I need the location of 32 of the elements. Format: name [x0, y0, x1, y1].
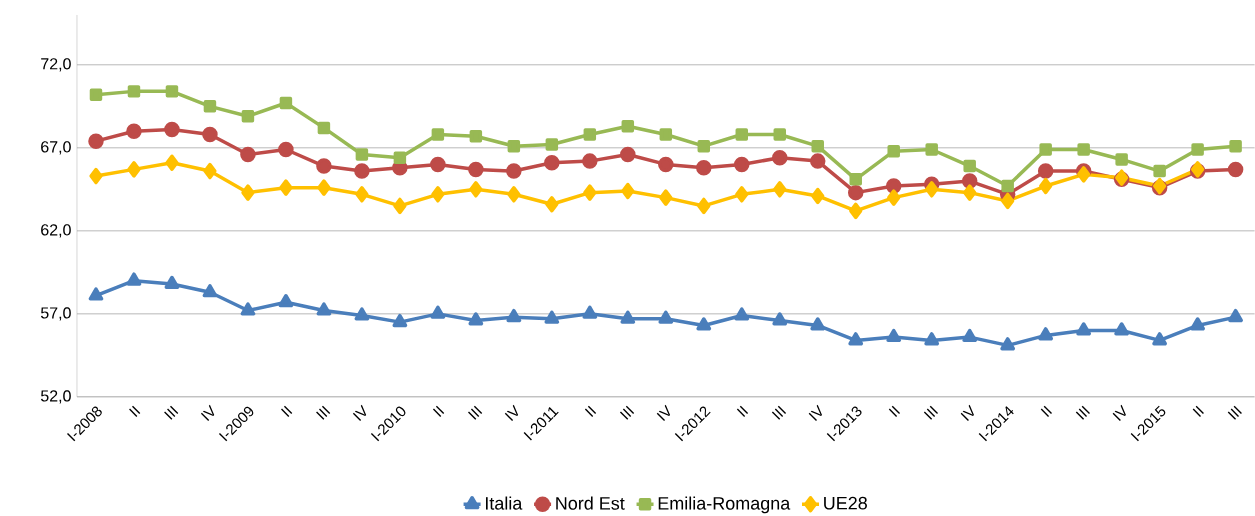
x-tick-label: III — [164, 405, 179, 420]
x-tick-label: II — [432, 405, 445, 417]
x-tick-label: IV — [656, 404, 671, 422]
y-tick-label: 57,0 — [40, 307, 71, 321]
y-tick-label: 67,0 — [41, 141, 71, 155]
x-tick-label: II — [1040, 405, 1052, 417]
x-tick-label: IV — [352, 404, 367, 422]
x-tick-label: IV — [200, 404, 215, 422]
x-tick-label: IV — [808, 404, 823, 422]
x-tick-label: II — [888, 405, 901, 417]
legend-label: UE28 — [824, 496, 867, 510]
x-tick-label: III — [468, 405, 483, 420]
y-tick-label: 72,0 — [41, 58, 71, 72]
x-tick-label: II — [1192, 405, 1204, 417]
legend-label: Italia — [485, 496, 523, 510]
x-tick-label: II — [584, 405, 597, 417]
x-tick-label: III — [619, 405, 635, 420]
x-tick-label: II — [129, 405, 141, 417]
x-tick-label: III — [316, 405, 331, 420]
x-tick-label: II — [281, 405, 293, 417]
y-tick-label: 52,0 — [40, 390, 71, 404]
x-tick-label: III — [923, 405, 939, 420]
legend-label: Emilia-Romagna — [658, 496, 791, 514]
legend-label: Nord Est — [556, 496, 625, 510]
x-tick-label: IV — [504, 404, 519, 422]
y-tick-label: 62,0 — [41, 224, 71, 238]
x-tick-label: III — [1075, 405, 1090, 420]
x-tick-label: III — [1227, 405, 1242, 420]
x-tick-label: IV — [1112, 404, 1126, 422]
x-tick-label: II — [736, 405, 749, 417]
x-tick-label: IV — [960, 404, 974, 422]
x-tick-label: III — [771, 405, 787, 420]
